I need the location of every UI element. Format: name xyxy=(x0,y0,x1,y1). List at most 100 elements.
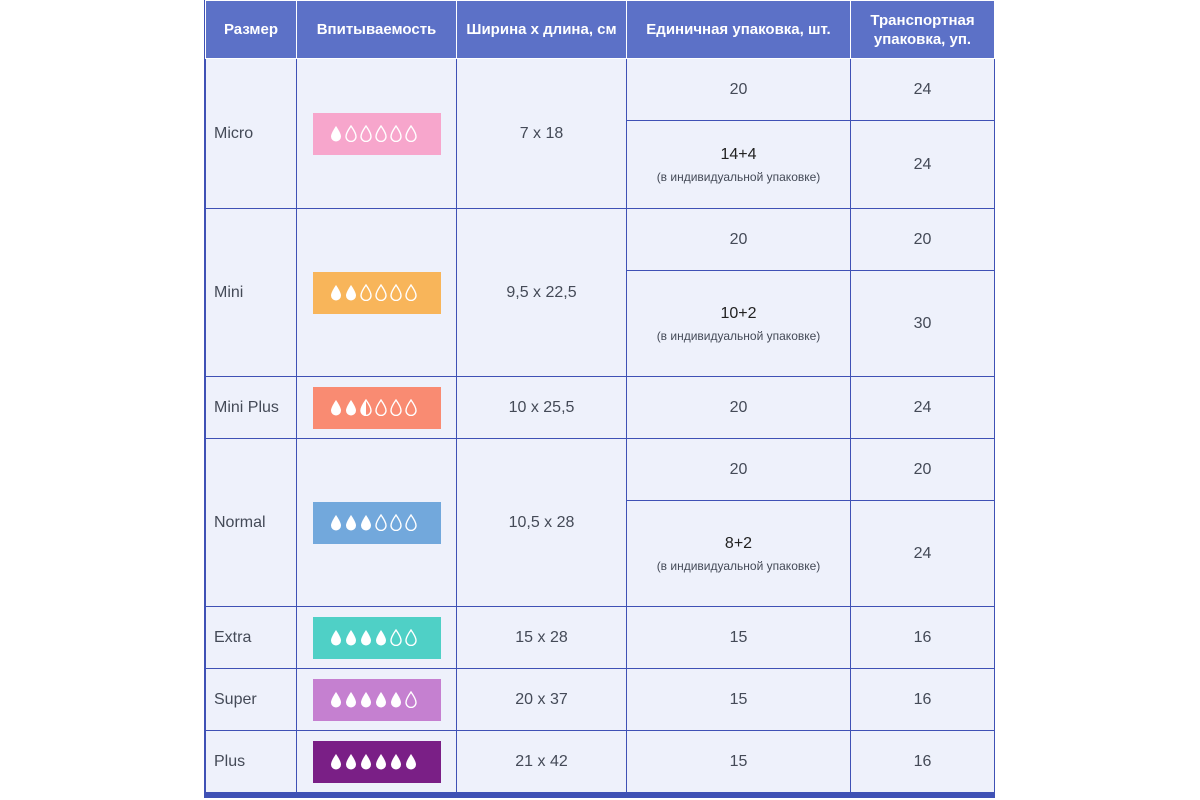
size-cell: Mini Plus xyxy=(205,376,297,439)
dimensions-cell: 10,5 х 28 xyxy=(456,438,627,607)
absorbency-cell xyxy=(296,606,457,669)
absorbency-cell xyxy=(296,376,457,439)
absorbency-badge xyxy=(312,501,441,544)
unit-pack-cell: 15 xyxy=(626,606,851,669)
drop-icon xyxy=(345,400,356,416)
unit-pack-qty: 20 xyxy=(729,398,748,416)
absorbency-badge xyxy=(312,616,441,659)
drop-icon xyxy=(344,125,357,142)
transport-pack-cell: 20 xyxy=(850,438,995,501)
absorbency-cell xyxy=(296,58,457,209)
table-row: Normal 10,5 х 28 20 20 xyxy=(205,438,995,607)
unit-pack-qty: 10+2 xyxy=(720,304,757,322)
unit-pack-cell: 20 xyxy=(626,208,851,271)
absorbency-cell xyxy=(296,668,457,731)
drop-icon xyxy=(404,691,417,708)
unit-pack-cell: 15 xyxy=(626,730,851,793)
drop-icon xyxy=(404,514,417,531)
unit-pack-cell: 14+4 (в индивидуальной упаковке) xyxy=(626,120,851,209)
transport-pack-cell: 30 xyxy=(850,270,995,377)
transport-pack-cell: 20 xyxy=(850,208,995,271)
drop-icon xyxy=(389,514,402,531)
unit-pack-note: (в индивидуальной упаковке) xyxy=(656,328,821,343)
drop-icon xyxy=(330,692,341,708)
table-body: Micro 7 х 18 20 24 14+4 (в индивидуально… xyxy=(205,58,995,793)
unit-pack-qty: 20 xyxy=(729,80,748,98)
unit-pack-note: (в индивидуальной упаковке) xyxy=(656,169,821,184)
size-cell: Plus xyxy=(205,730,297,793)
unit-pack-qty: 14+4 xyxy=(720,145,757,163)
absorbency-cell xyxy=(296,208,457,377)
table-row: 10+2 (в индивидуальной упаковке) 30 xyxy=(206,270,995,377)
unit-pack-qty: 20 xyxy=(729,230,748,248)
drop-icon xyxy=(345,630,356,646)
drop-icon xyxy=(360,630,371,646)
table-row: Super 20 х 37 15 16 xyxy=(205,668,995,731)
drop-icon xyxy=(345,515,356,531)
table-row: Mini 9,5 х 22,5 20 20 xyxy=(205,208,995,377)
dimensions-cell: 10 х 25,5 xyxy=(456,376,627,439)
drop-icon xyxy=(330,400,341,416)
unit-pack-cell: 15 xyxy=(626,668,851,731)
absorbency-badge xyxy=(312,678,441,721)
drop-icon xyxy=(345,692,356,708)
drop-icon xyxy=(330,754,341,770)
unit-pack-cell: 20 xyxy=(626,438,851,501)
size-cell: Mini xyxy=(205,208,297,377)
drop-icon xyxy=(374,399,387,416)
transport-pack-cell: 16 xyxy=(850,606,995,669)
drop-icon xyxy=(330,630,341,646)
header-transport-pack: Транспортная упаковка, уп. xyxy=(850,0,995,59)
drop-icon xyxy=(375,692,386,708)
table-row: Extra 15 х 28 15 16 xyxy=(205,606,995,669)
unit-pack-note: (в индивидуальной упаковке) xyxy=(656,558,821,573)
product-table: Размер Впитываемость Ширина х длина, см … xyxy=(205,0,995,793)
size-cell: Normal xyxy=(205,438,297,607)
drop-icon xyxy=(404,399,417,416)
table-row: Micro 7 х 18 20 24 xyxy=(205,58,995,209)
unit-pack-qty: 15 xyxy=(729,690,748,708)
table-row: Mini Plus 10 х 25,5 20 24 xyxy=(205,376,995,439)
unit-pack-cell: 10+2 (в индивидуальной упаковке) xyxy=(626,270,851,377)
size-cell: Micro xyxy=(205,58,297,209)
drop-icon xyxy=(390,754,401,770)
unit-pack-cell: 8+2 (в индивидуальной упаковке) xyxy=(626,500,851,607)
drop-icon xyxy=(374,514,387,531)
absorbency-cell xyxy=(296,438,457,607)
transport-pack-cell: 24 xyxy=(850,120,995,209)
unit-pack-qty: 8+2 xyxy=(724,534,753,552)
drop-icon xyxy=(375,630,386,646)
absorbency-cell xyxy=(296,730,457,793)
absorbency-badge xyxy=(312,386,441,429)
transport-pack-cell: 24 xyxy=(850,58,995,121)
header-unit-pack: Единичная упаковка, шт. xyxy=(626,0,851,59)
unit-pack-qty: 15 xyxy=(729,628,748,646)
header-size: Размер xyxy=(205,0,297,59)
transport-pack-cell: 24 xyxy=(850,500,995,607)
drop-icon xyxy=(389,399,402,416)
drop-icon xyxy=(359,399,372,416)
size-cell: Super xyxy=(205,668,297,731)
drop-icon xyxy=(404,125,417,142)
unit-pack-cell: 20 xyxy=(626,376,851,439)
dimensions-cell: 21 х 42 xyxy=(456,730,627,793)
transport-pack-cell: 16 xyxy=(850,730,995,793)
dimensions-cell: 7 х 18 xyxy=(456,58,627,209)
drop-icon xyxy=(360,515,371,531)
drop-icon xyxy=(360,692,371,708)
transport-pack-cell: 16 xyxy=(850,668,995,731)
drop-icon xyxy=(330,515,341,531)
drop-icon xyxy=(374,284,387,301)
size-cell: Extra xyxy=(205,606,297,669)
drop-icon xyxy=(359,125,372,142)
dimensions-cell: 20 х 37 xyxy=(456,668,627,731)
header-dimensions: Ширина х длина, см xyxy=(456,0,627,59)
drop-icon xyxy=(405,754,416,770)
unit-pack-qty: 15 xyxy=(729,752,748,770)
transport-pack-cell: 24 xyxy=(850,376,995,439)
drop-icon xyxy=(404,629,417,646)
drop-icon xyxy=(345,754,356,770)
drop-icon xyxy=(404,284,417,301)
dimensions-cell: 9,5 х 22,5 xyxy=(456,208,627,377)
unit-pack-cell: 20 xyxy=(626,58,851,121)
